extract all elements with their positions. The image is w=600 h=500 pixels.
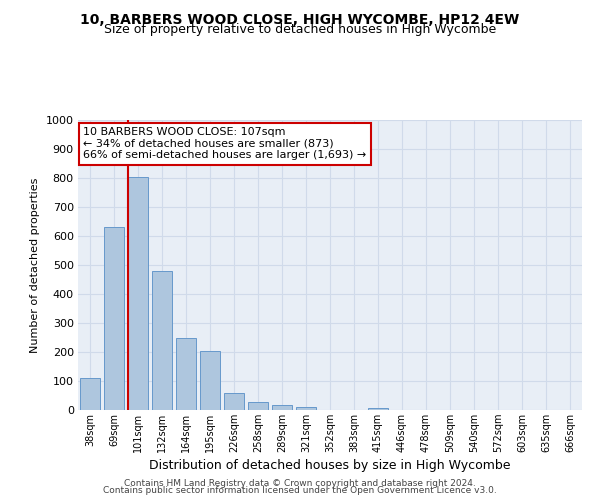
- Bar: [224, 392, 244, 410]
- Bar: [152, 271, 172, 410]
- Y-axis label: Number of detached properties: Number of detached properties: [30, 178, 40, 352]
- Bar: [200, 350, 220, 410]
- Text: Contains public sector information licensed under the Open Government Licence v3: Contains public sector information licen…: [103, 486, 497, 495]
- Text: 10 BARBERS WOOD CLOSE: 107sqm
← 34% of detached houses are smaller (873)
66% of : 10 BARBERS WOOD CLOSE: 107sqm ← 34% of d…: [83, 127, 366, 160]
- X-axis label: Distribution of detached houses by size in High Wycombe: Distribution of detached houses by size …: [149, 459, 511, 472]
- Bar: [368, 408, 388, 410]
- Bar: [80, 378, 100, 410]
- Bar: [272, 405, 292, 410]
- Bar: [176, 338, 196, 410]
- Bar: [248, 402, 268, 410]
- Bar: [104, 228, 124, 410]
- Text: Size of property relative to detached houses in High Wycombe: Size of property relative to detached ho…: [104, 22, 496, 36]
- Bar: [128, 176, 148, 410]
- Text: 10, BARBERS WOOD CLOSE, HIGH WYCOMBE, HP12 4EW: 10, BARBERS WOOD CLOSE, HIGH WYCOMBE, HP…: [80, 12, 520, 26]
- Text: Contains HM Land Registry data © Crown copyright and database right 2024.: Contains HM Land Registry data © Crown c…: [124, 478, 476, 488]
- Bar: [296, 406, 316, 410]
